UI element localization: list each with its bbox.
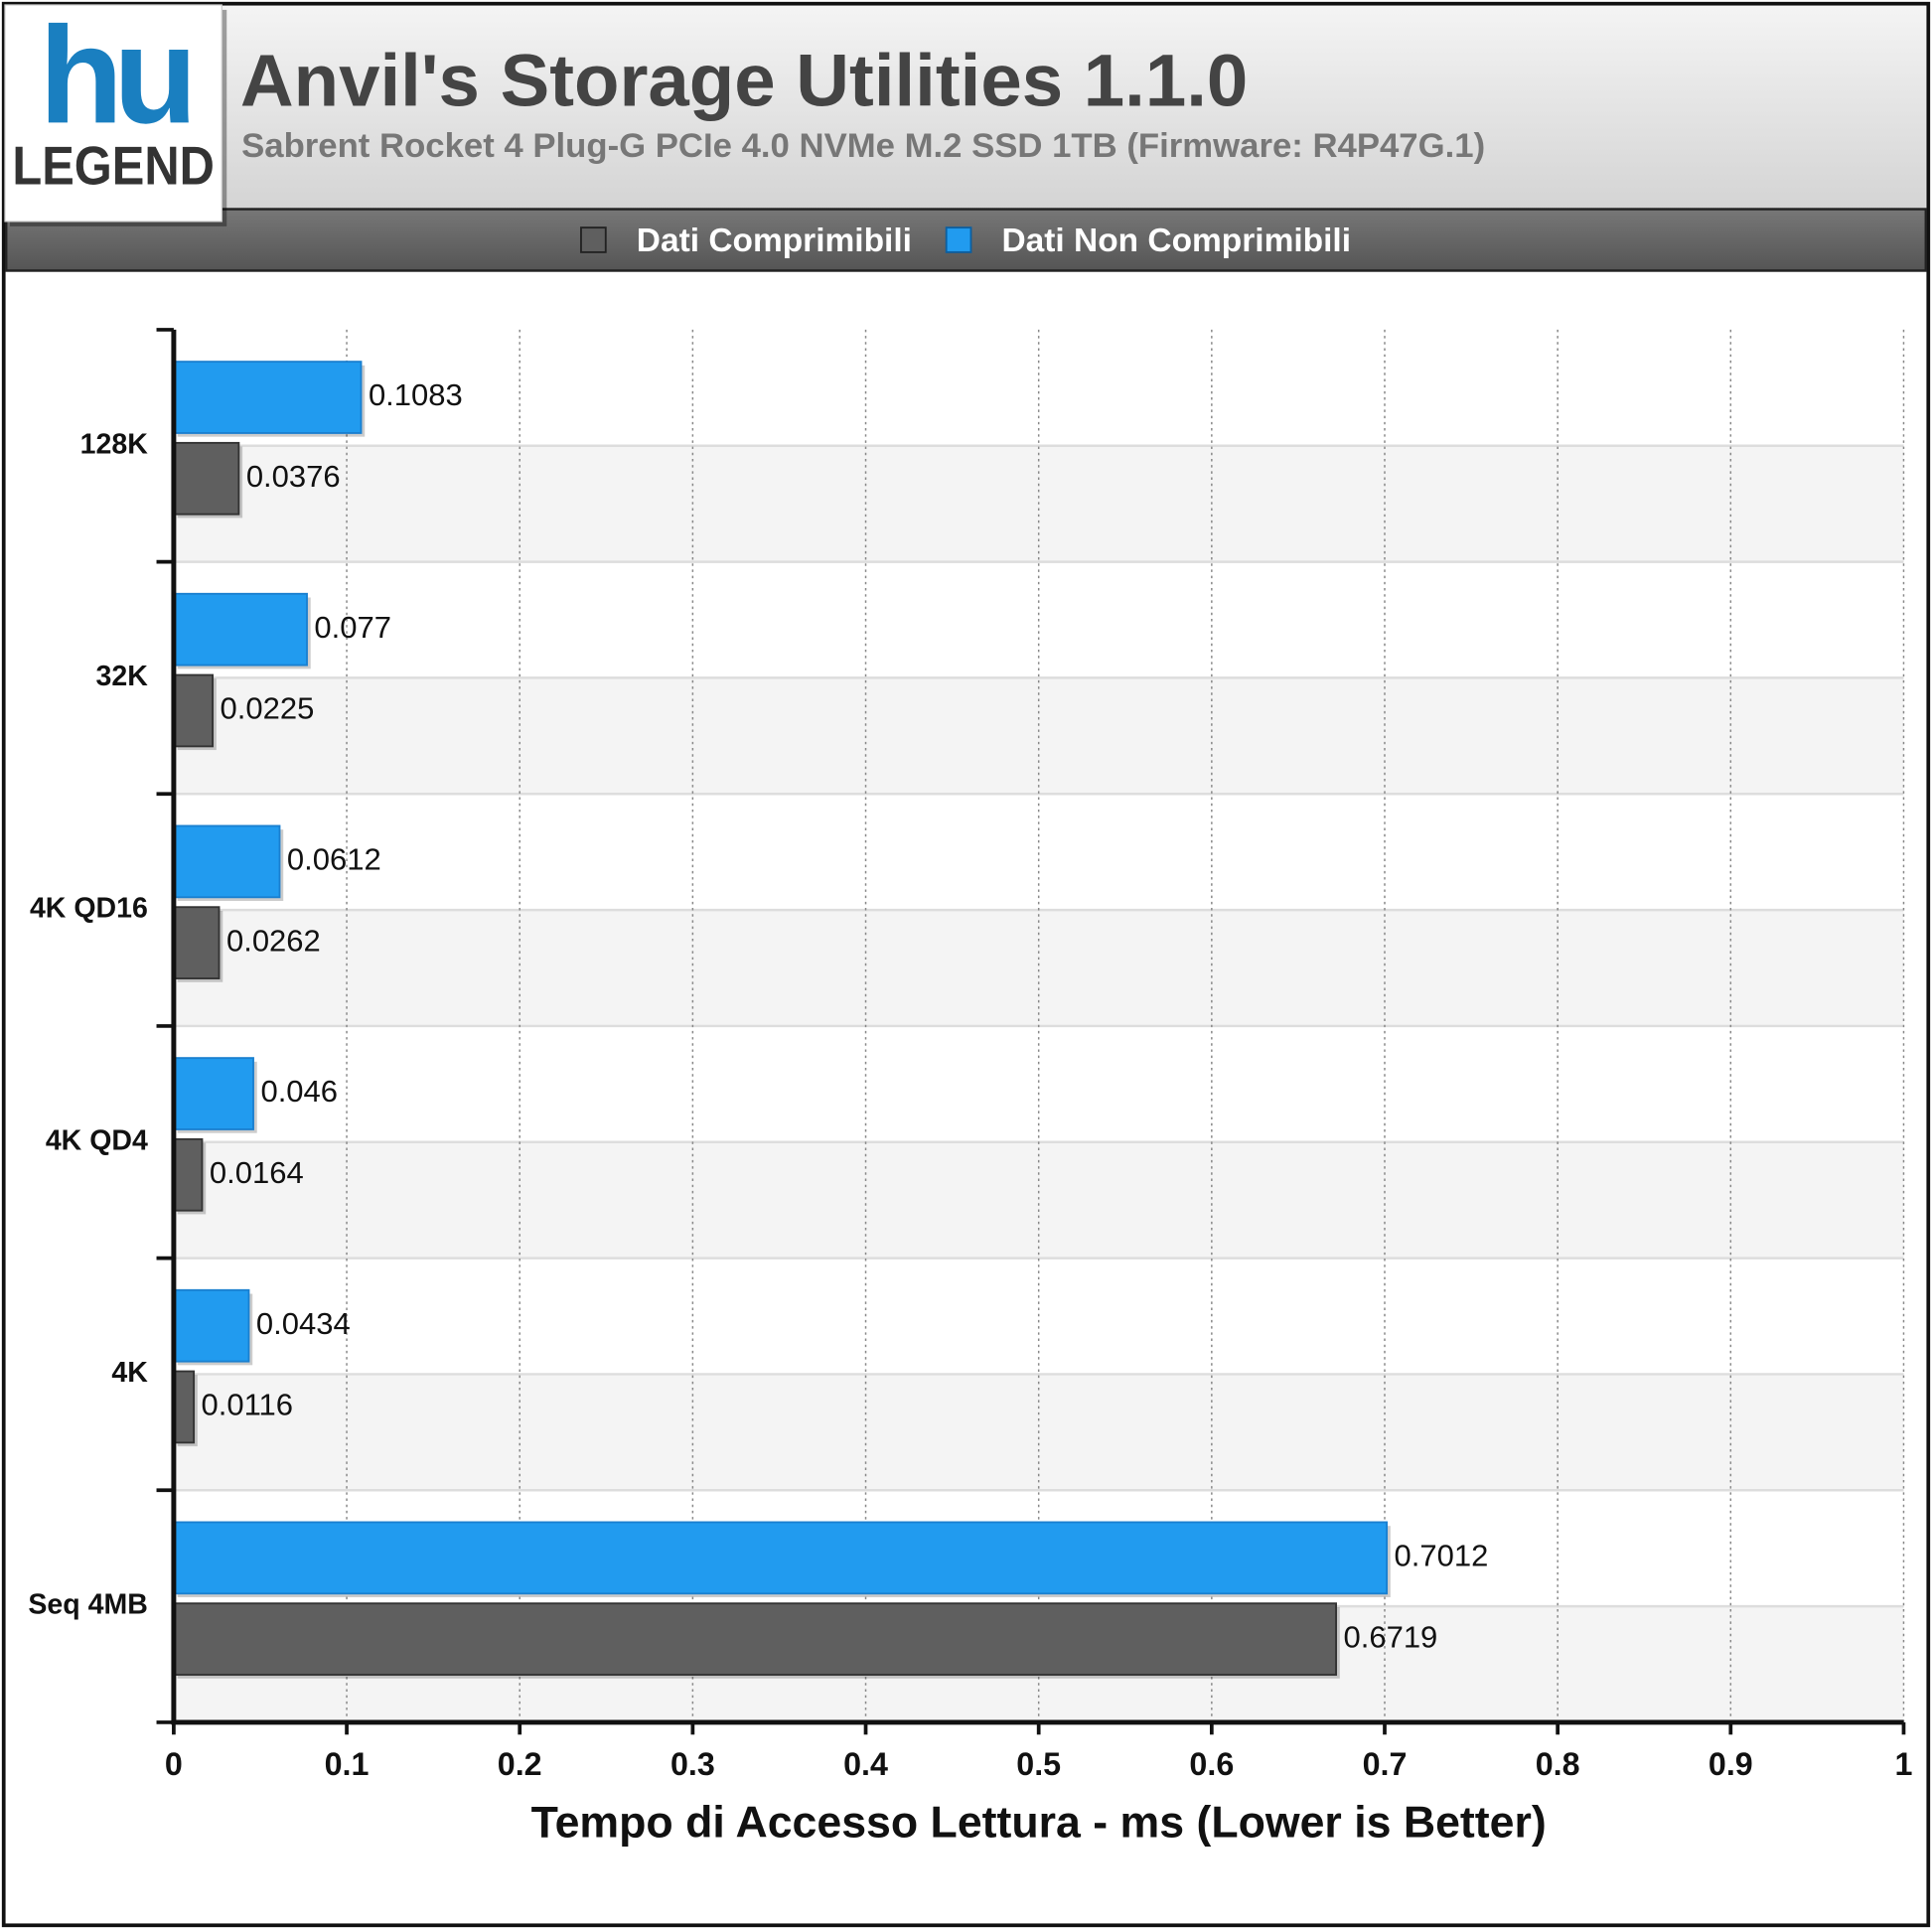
data-label: 0.0116 — [202, 1388, 293, 1422]
data-label: 0.0164 — [210, 1155, 304, 1190]
bar — [172, 906, 221, 979]
header — [6, 6, 1926, 210]
bar — [172, 673, 215, 748]
bar — [172, 824, 281, 899]
bar — [172, 1521, 1389, 1595]
y-tick-label: 4K QD4 — [46, 1124, 148, 1156]
x-tick-label: 0 — [165, 1746, 183, 1782]
x-tick-label: 0.3 — [670, 1746, 715, 1782]
y-tick-label: 4K — [111, 1357, 148, 1389]
legend-label: Dati Comprimibili — [637, 223, 912, 259]
chart-subtitle: Sabrent Rocket 4 Plug-G PCIe 4.0 NVMe M.… — [241, 127, 1485, 165]
x-tick-label: 0.6 — [1189, 1746, 1234, 1782]
data-label: 0.0376 — [246, 459, 341, 494]
data-label: 0.0262 — [226, 923, 321, 958]
x-tick-label: 0.2 — [498, 1746, 542, 1782]
data-label: 0.046 — [260, 1074, 338, 1109]
x-axis-title: Tempo di Accesso Lettura - ms (Lower is … — [531, 1799, 1547, 1848]
bar — [172, 592, 308, 667]
logo-text: LEGEND — [12, 135, 214, 196]
bar — [172, 1602, 1337, 1676]
y-tick-label: Seq 4MB — [28, 1589, 147, 1621]
x-tick-label: 0.5 — [1016, 1746, 1061, 1782]
data-label: 0.1083 — [369, 377, 463, 412]
x-tick-label: 0.8 — [1536, 1746, 1580, 1782]
legend-label: Dati Non Comprimibili — [1001, 223, 1351, 259]
data-label: 0.0612 — [287, 842, 381, 877]
y-tick-label: 32K — [96, 661, 149, 692]
data-label: 0.7012 — [1395, 1539, 1489, 1573]
bar — [172, 361, 363, 434]
bar — [172, 1370, 196, 1444]
x-tick-label: 0.1 — [325, 1746, 370, 1782]
y-tick-label: 128K — [80, 428, 149, 460]
legend-swatch — [945, 226, 972, 253]
legend-swatch — [580, 226, 607, 253]
x-tick-label: 0.7 — [1363, 1746, 1408, 1782]
logo-mark: hu — [39, 0, 189, 152]
data-label: 0.0225 — [221, 691, 315, 726]
x-tick-label: 1 — [1895, 1746, 1913, 1782]
chart-title: Anvil's Storage Utilities 1.1.0 — [240, 39, 1248, 121]
x-tick-label: 0.4 — [843, 1746, 888, 1782]
bar — [172, 1057, 254, 1130]
data-label: 0.077 — [314, 610, 391, 645]
bar — [172, 1288, 250, 1363]
data-label: 0.6719 — [1344, 1619, 1438, 1654]
y-tick-label: 4K QD16 — [30, 893, 148, 925]
x-tick-label: 0.9 — [1709, 1746, 1753, 1782]
bar — [172, 441, 240, 516]
data-label: 0.0434 — [256, 1306, 351, 1341]
bar — [172, 1137, 204, 1212]
logo-box — [4, 4, 223, 223]
